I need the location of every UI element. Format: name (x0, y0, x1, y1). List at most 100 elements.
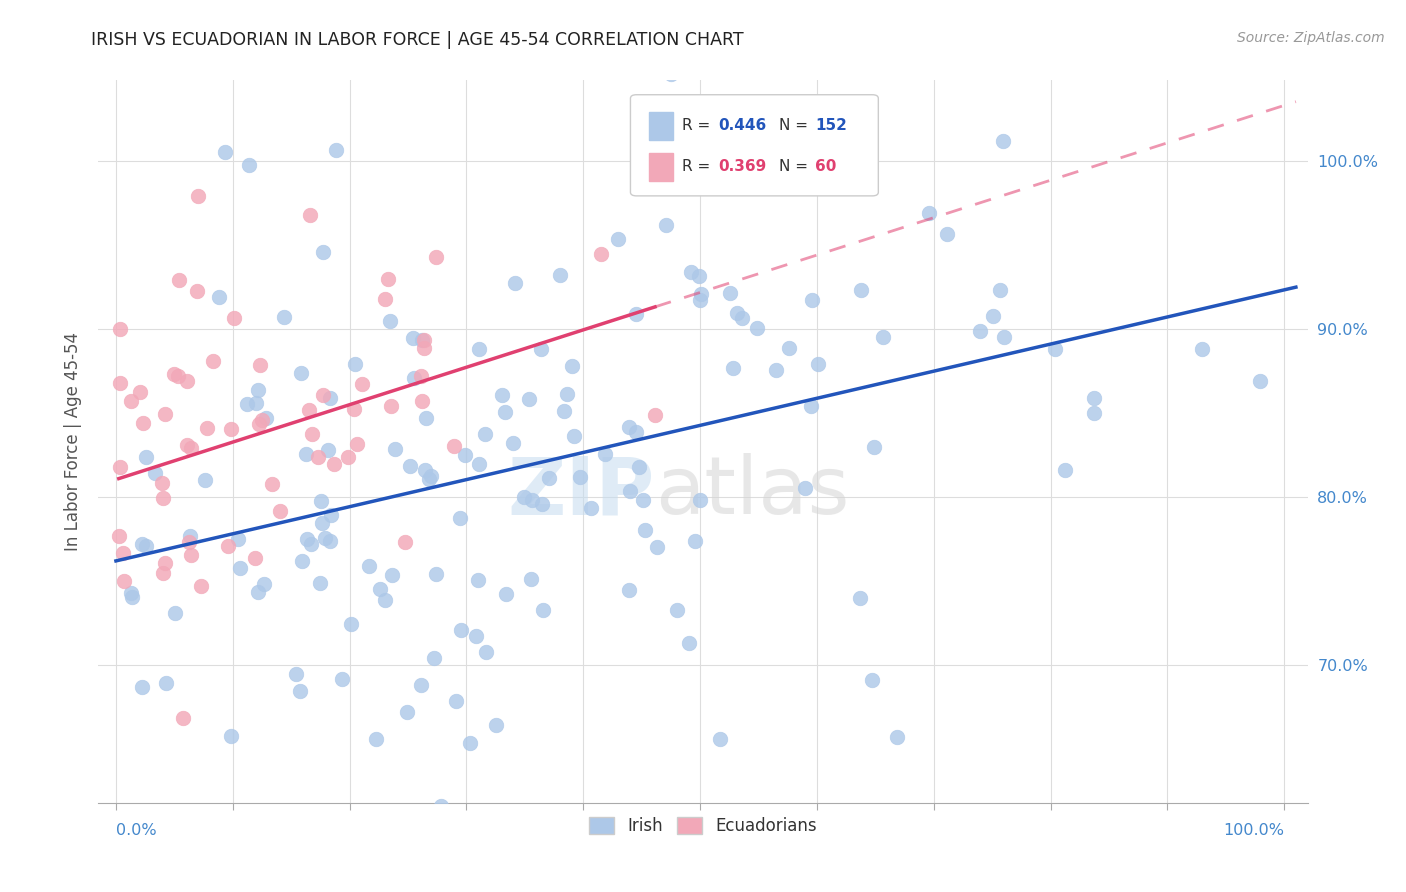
Point (409, 369, 432, 384)
Point (449, 511, 471, 525)
FancyBboxPatch shape (630, 95, 879, 196)
Point (467, 574, 489, 588)
Point (678, 635, 700, 649)
Point (311, 516, 333, 530)
Point (689, 293, 711, 307)
Point (619, 582, 641, 597)
Point (458, 736, 481, 750)
Point (513, 490, 536, 504)
Text: 0.369: 0.369 (718, 160, 766, 175)
Point (561, 359, 583, 373)
Point (517, 392, 540, 407)
Point (664, 51, 686, 65)
Point (319, 508, 342, 522)
Point (935, 227, 957, 242)
Point (322, 457, 344, 471)
Point (502, 435, 524, 450)
Point (384, 442, 406, 457)
Point (253, 577, 276, 591)
Point (849, 283, 872, 297)
Point (120, 586, 142, 600)
Point (718, 286, 741, 301)
Point (121, 591, 143, 605)
Text: 100.0%: 100.0% (1223, 823, 1284, 838)
Text: atlas: atlas (655, 453, 849, 531)
Point (745, 321, 768, 335)
Point (176, 438, 198, 452)
Point (194, 473, 217, 487)
Point (454, 448, 477, 462)
Point (557, 387, 579, 401)
Point (425, 567, 447, 582)
Point (135, 450, 157, 464)
Point (683, 534, 706, 549)
Point (299, 537, 322, 551)
Point (886, 731, 908, 745)
Point (533, 602, 555, 616)
Point (108, 376, 131, 390)
Point (128, 384, 150, 399)
Point (219, 729, 242, 743)
Point (312, 244, 335, 259)
Point (370, 582, 392, 596)
Point (624, 425, 647, 439)
Point (399, 458, 422, 473)
Point (1053, 463, 1076, 477)
Point (423, 651, 446, 665)
Point (108, 322, 131, 336)
Point (553, 404, 575, 418)
Point (179, 529, 201, 543)
Text: N =: N = (779, 160, 813, 175)
Point (177, 534, 200, 549)
Point (628, 460, 651, 475)
Text: Source: ZipAtlas.com: Source: ZipAtlas.com (1237, 31, 1385, 45)
Point (430, 799, 453, 814)
Point (419, 469, 441, 483)
Point (152, 491, 174, 505)
Point (872, 330, 894, 344)
Point (214, 145, 236, 159)
Point (269, 504, 291, 518)
Point (316, 443, 339, 458)
Point (450, 623, 472, 637)
Point (644, 409, 666, 423)
Point (247, 417, 270, 432)
Point (291, 554, 314, 568)
Point (325, 144, 347, 158)
Y-axis label: In Labor Force | Age 45-54: In Labor Force | Age 45-54 (63, 332, 82, 551)
Point (176, 374, 198, 388)
Point (202, 354, 225, 368)
Point (981, 309, 1004, 323)
Point (298, 403, 321, 417)
Point (132, 416, 155, 430)
Point (152, 866, 174, 880)
Point (396, 705, 419, 719)
Point (778, 341, 800, 355)
Point (537, 471, 560, 485)
Point (167, 272, 190, 286)
Point (681, 265, 703, 279)
Point (131, 537, 153, 551)
Point (301, 426, 323, 441)
Point (475, 645, 498, 659)
Point (413, 463, 436, 477)
Text: 152: 152 (815, 119, 848, 133)
Point (468, 457, 491, 471)
Point (607, 232, 630, 246)
Point (530, 497, 553, 511)
Point (245, 551, 267, 566)
Point (443, 439, 465, 453)
Point (465, 629, 488, 643)
Point (730, 310, 752, 325)
Point (520, 493, 543, 508)
Point (380, 314, 402, 328)
Point (530, 342, 553, 356)
Point (219, 422, 242, 436)
Point (357, 559, 380, 574)
Point (666, 603, 689, 617)
Point (290, 683, 312, 698)
Point (238, 158, 260, 172)
Point (624, 307, 647, 321)
Point (155, 407, 177, 421)
Point (411, 333, 433, 347)
